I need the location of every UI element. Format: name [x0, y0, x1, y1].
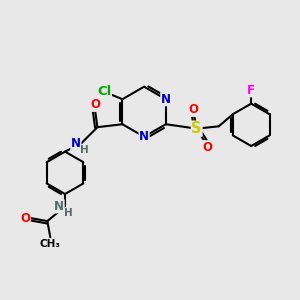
Text: N: N: [161, 93, 171, 106]
Text: O: O: [20, 212, 30, 225]
Text: S: S: [191, 121, 202, 136]
Text: N: N: [139, 130, 149, 143]
Text: O: O: [202, 141, 212, 154]
Text: H: H: [64, 208, 73, 218]
Text: O: O: [90, 98, 100, 111]
Text: O: O: [189, 103, 199, 116]
Text: F: F: [247, 84, 255, 97]
Text: CH₃: CH₃: [40, 239, 61, 249]
Text: Cl: Cl: [97, 85, 111, 98]
Text: N: N: [54, 200, 64, 213]
Text: H: H: [80, 145, 89, 155]
Text: N: N: [71, 137, 81, 150]
